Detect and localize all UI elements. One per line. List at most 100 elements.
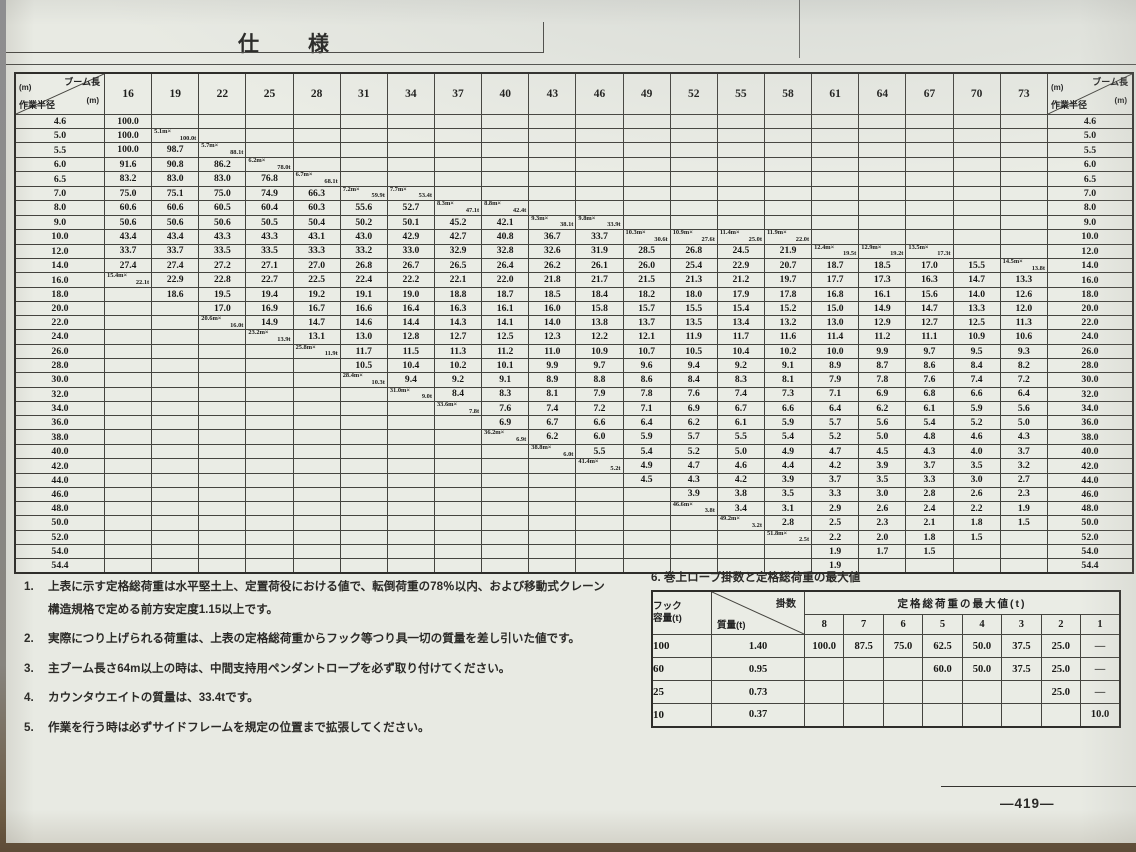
empty-cell — [922, 680, 963, 704]
empty-cell — [433, 415, 483, 431]
capacity-cell: 3.1 — [763, 500, 813, 517]
capacity-cell: 40.8 — [481, 229, 530, 245]
capacity-cell: 18.4 — [575, 286, 624, 302]
empty-cell — [245, 529, 294, 546]
max-load-cell: — — [1080, 680, 1121, 704]
capacity-cell: 11.0 — [528, 343, 577, 360]
capacity-cell: 100.0 — [103, 127, 153, 144]
empty-cell — [292, 114, 341, 129]
empty-cell — [386, 171, 435, 187]
capacity-cell: 5.2 — [669, 443, 718, 460]
capacity-cell: 43.0 — [339, 229, 388, 245]
capacity-cell: 3.5 — [763, 486, 813, 502]
empty-cell — [858, 185, 907, 202]
capacity-cell: 25.4 — [669, 257, 718, 274]
empty-cell — [811, 200, 860, 216]
empty-cell — [1001, 703, 1042, 727]
capacity-cell: 26.0 — [622, 257, 671, 274]
empty-cell — [292, 429, 341, 445]
capacity-cell: 5.7 — [669, 429, 718, 445]
empty-cell — [198, 415, 247, 431]
empty-cell — [858, 114, 907, 129]
capacity-cell: 16.3 — [905, 272, 954, 288]
radius-label: 46.0 — [1047, 486, 1134, 502]
hook-mass-cell: 1.40 — [711, 634, 805, 658]
radius-label: 54.0 — [14, 544, 105, 560]
empty-cell — [952, 156, 1001, 173]
empty-cell — [575, 171, 624, 187]
footnote: 4. カウンタウエイトの質量は、33.4tです。 — [20, 687, 656, 710]
empty-cell — [622, 142, 671, 158]
capacity-cell: 22.2 — [386, 272, 435, 288]
limit-note-cell: 5.7m× 88.1t — [198, 142, 247, 158]
load-table-row: 8.0 60.6 60.6 60.5 60.4 60.3 55.6 52.7 8.3m× 47.1… — [14, 200, 1134, 216]
empty-cell — [575, 114, 624, 129]
radius-label: 50.0 — [1047, 515, 1134, 531]
falls-count-header: 2 — [1040, 614, 1082, 635]
empty-cell — [103, 329, 153, 345]
limit-radius: 7.7m× — [389, 186, 407, 193]
capacity-cell: 27.1 — [245, 257, 294, 274]
limit-radius: 8.3m× — [436, 200, 454, 208]
capacity-cell: 27.2 — [198, 257, 247, 274]
empty-cell — [433, 429, 483, 445]
empty-cell — [905, 200, 954, 216]
limit-note-cell: 11.9m× 22.0t — [763, 229, 813, 245]
falls-count-header: 6 — [882, 614, 924, 635]
limit-radius: 31.0m× — [389, 387, 410, 394]
capacity-cell: 14.9 — [245, 314, 294, 331]
capacity-cell: 10.5 — [339, 358, 388, 374]
capacity-cell: 11.7 — [339, 343, 388, 360]
capacity-cell: 16.6 — [339, 300, 388, 316]
empty-cell — [292, 500, 341, 517]
max-load-cell: 25.0 — [1040, 680, 1082, 704]
empty-cell — [292, 127, 341, 144]
title-box-edge — [543, 22, 544, 53]
empty-cell — [669, 142, 718, 158]
capacity-cell: 24.5 — [716, 243, 765, 259]
capacity-cell: 4.7 — [811, 443, 860, 460]
empty-cell — [622, 486, 671, 502]
capacity-cell: 27.4 — [151, 257, 200, 274]
capacity-cell: 14.7 — [292, 314, 341, 331]
capacity-cell: 26.8 — [339, 257, 388, 274]
empty-cell — [245, 372, 294, 388]
capacity-cell: 7.6 — [481, 400, 530, 417]
capacity-cell: 16.1 — [481, 300, 530, 316]
capacity-cell: 20.7 — [763, 257, 813, 274]
empty-cell — [339, 558, 388, 574]
footnote-text: 作業を行う時は必ずサイドフレームを規定の位置まで拡張してください。 — [48, 720, 430, 734]
diagonal-divider — [1048, 74, 1132, 114]
capacity-cell: 33.5 — [245, 243, 294, 259]
capacity-cell: 11.6 — [763, 329, 813, 345]
capacity-cell: 21.7 — [575, 272, 624, 288]
empty-cell — [622, 529, 671, 546]
capacity-cell: 14.6 — [339, 314, 388, 331]
capacity-cell: 10.2 — [433, 358, 483, 374]
limit-radius: 12.4m× — [814, 244, 835, 251]
capacity-cell: 10.0 — [811, 343, 860, 360]
limit-load: 22.1t — [135, 279, 150, 287]
limit-note-cell: 8.8m× 42.4t — [481, 200, 530, 216]
capacity-cell: 3.3 — [905, 472, 954, 488]
radius-label: 7.0 — [14, 185, 105, 202]
empty-cell — [716, 185, 765, 202]
empty-cell — [198, 386, 247, 403]
hook-capacity-value: 10 — [651, 703, 712, 727]
limit-radius: 13.5m× — [908, 244, 929, 251]
load-table-row: 5.5 100.0 98.7 5.7m× 88.1t 5.5 — [14, 142, 1134, 158]
load-table-row: 54.4 1.9 54.4 — [14, 558, 1134, 574]
empty-cell — [151, 443, 200, 460]
load-table-row: 20.0 17.0 16.9 16.7 16.6 16.4 16.3 16.1 16.0 15.8… — [14, 300, 1134, 316]
boom-length-header: 43 — [528, 72, 577, 115]
empty-cell — [339, 142, 388, 158]
capacity-cell: 33.2 — [339, 243, 388, 259]
hook-mass-cell: 0.95 — [711, 657, 805, 681]
empty-cell — [245, 458, 294, 474]
capacity-cell: 3.7 — [905, 458, 954, 474]
capacity-cell: 36.7 — [528, 229, 577, 245]
capacity-cell: 4.2 — [716, 472, 765, 488]
max-rated-load-header: 定格総荷重の最大値(t) — [804, 590, 1121, 615]
empty-cell — [528, 156, 577, 173]
section6-title: 6. 巻上ロープ掛数と定格総荷重の最大値 — [651, 571, 861, 584]
